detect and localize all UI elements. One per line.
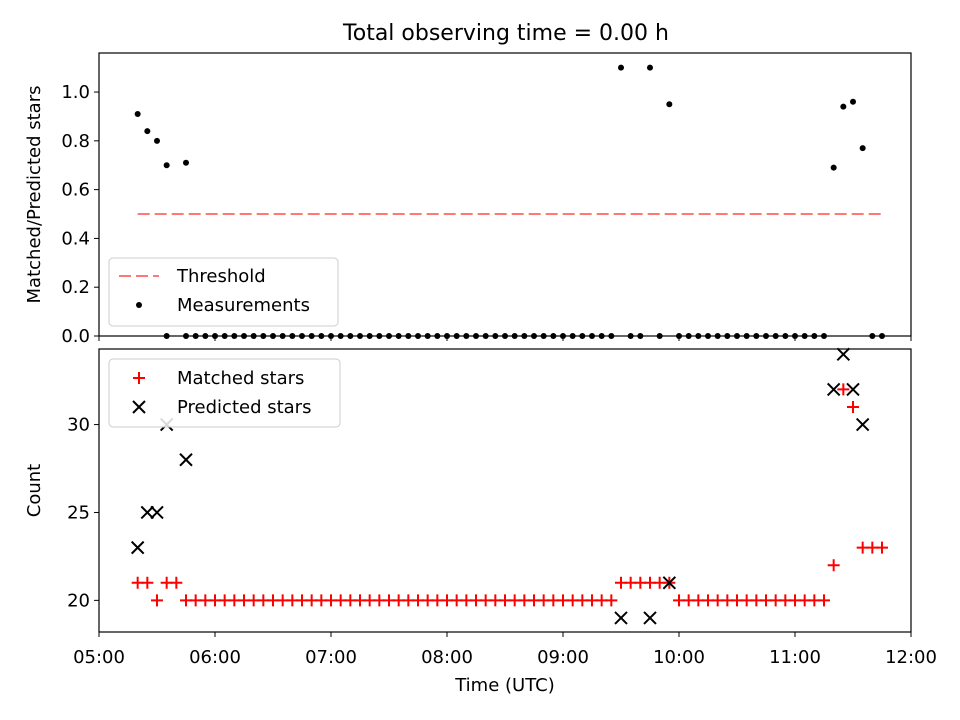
measurement-point: [850, 98, 856, 105]
matched-star-marker: [876, 541, 888, 554]
y-axis-label: Matched/Predicted stars: [24, 86, 45, 304]
x-tick-label: 09:00: [537, 647, 589, 668]
predicted-star-marker: [836, 347, 851, 361]
y-tick-label: 25: [67, 502, 90, 523]
predicted-star-marker: [855, 417, 870, 432]
measurement-point: [859, 145, 866, 152]
x-tick-label: 06:00: [189, 647, 241, 668]
x-tick-label: 07:00: [305, 647, 357, 668]
legend-threshold-label: Threshold: [176, 266, 266, 287]
legend-matched-label: Matched stars: [177, 368, 304, 389]
predicted-star-marker: [614, 611, 628, 625]
measurement-point: [144, 128, 151, 135]
measurement-point: [618, 64, 624, 71]
x-tick-label: 08:00: [421, 647, 473, 668]
axes-frame: [98, 348, 912, 633]
matched-star-marker: [837, 383, 850, 396]
legend-predicted-swatch: [132, 400, 146, 414]
matched-star-marker: [827, 559, 840, 572]
matched-star-marker: [847, 401, 859, 414]
measurement-point: [163, 162, 170, 169]
y-tick-label: 0.0: [61, 326, 90, 347]
y-tick-label: 0.2: [61, 277, 90, 298]
measurement-point: [154, 137, 160, 144]
predicted-star-marker: [846, 382, 860, 397]
legend-box: [108, 257, 339, 327]
legend-predicted-label: Predicted stars: [177, 397, 311, 418]
matched-star-marker: [818, 594, 830, 607]
y-tick-label: 0.6: [61, 180, 90, 201]
measurement-point: [840, 103, 847, 110]
predicted-star-marker: [150, 505, 164, 520]
measurement-point: [183, 159, 189, 166]
measurement-point: [666, 101, 673, 108]
measurement-point: [830, 164, 837, 171]
x-tick-label: 12:00: [885, 647, 937, 668]
axes-frame: [98, 52, 912, 337]
figure-title: Total observing time = 0.00 h: [342, 21, 669, 46]
matched-star-marker: [141, 576, 154, 589]
x-tick-label: 10:00: [653, 647, 705, 668]
predicted-star-marker: [179, 453, 193, 467]
matched-star-marker: [170, 576, 183, 589]
count-panel: 05:00 06:00 07:00 08:00 09:00 10:00 11:00 12:00…: [24, 347, 937, 696]
predicted-star-marker: [130, 540, 145, 555]
predicted-star-marker: [662, 576, 677, 590]
x-tick-label: 05:00: [73, 647, 125, 668]
matched-star-marker: [605, 594, 618, 607]
y-tick-label: 1.0: [61, 82, 90, 103]
ratio-panel: 0.0 0.2 0.4 0.6 0.8 1.0 Matched/Predicted star…: [24, 52, 912, 347]
y-tick-label: 30: [67, 415, 90, 436]
measurement-point: [134, 110, 141, 117]
y-tick-label: 0.8: [61, 131, 90, 152]
matched-star-marker: [151, 594, 163, 607]
measurement-point: [647, 64, 653, 71]
legend-measurement-label: Measurements: [177, 295, 310, 316]
predicted-star-marker: [826, 382, 841, 397]
predicted-star-marker: [643, 611, 657, 625]
predicted-star-marker: [140, 505, 155, 520]
y-tick-label: 20: [67, 590, 90, 611]
legend-matched-swatch: [133, 372, 145, 384]
y-axis-label: Count: [24, 464, 45, 517]
x-axis-label: Time (UTC): [454, 675, 555, 696]
x-tick-label: 11:00: [769, 647, 821, 668]
legend-box: [108, 358, 341, 428]
y-tick-label: 0.4: [61, 228, 90, 249]
legend-measurement-swatch: [136, 302, 142, 308]
